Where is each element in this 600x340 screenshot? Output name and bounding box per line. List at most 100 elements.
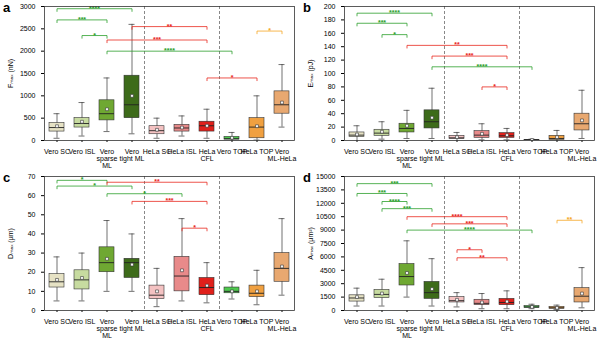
svg-text:VerosparseML: VerosparseML: [96, 148, 117, 169]
svg-text:500: 500: [24, 114, 36, 121]
svg-text:**: **: [479, 254, 485, 261]
svg-text:Eₘₐₓ (pJ): Eₘₐₓ (pJ): [307, 60, 315, 88]
svg-text:Vero SC: Vero SC: [44, 318, 70, 325]
svg-text:****: ****: [389, 9, 400, 16]
svg-text:160: 160: [324, 30, 336, 37]
svg-text:0: 0: [332, 307, 336, 314]
svg-text:40: 40: [28, 230, 36, 237]
svg-text:***: ***: [78, 16, 86, 23]
svg-text:180: 180: [324, 16, 336, 23]
svg-text:10: 10: [28, 288, 36, 295]
svg-text:*: *: [268, 27, 271, 34]
svg-text:VerosparseML: VerosparseML: [96, 318, 117, 339]
svg-text:Vero ISL: Vero ISL: [69, 318, 96, 325]
svg-text:**: **: [167, 23, 173, 30]
svg-text:80: 80: [328, 83, 336, 90]
svg-text:****: ****: [452, 213, 463, 220]
svg-text:*: *: [81, 176, 84, 183]
svg-text:***: ***: [378, 19, 386, 26]
svg-text:40: 40: [328, 110, 336, 117]
svg-text:****: ****: [164, 47, 175, 54]
svg-text:***: ***: [465, 52, 473, 59]
svg-text:VeroML-HeLa: VeroML-HeLa: [568, 148, 597, 162]
svg-text:30: 30: [28, 249, 36, 256]
svg-text:**: **: [154, 178, 160, 185]
svg-text:****: ****: [89, 5, 100, 12]
svg-text:*: *: [93, 32, 96, 39]
svg-text:HeLa ISL: HeLa ISL: [167, 318, 196, 325]
svg-text:**: **: [454, 41, 460, 48]
svg-text:***: ***: [465, 220, 473, 227]
svg-text:****: ****: [389, 198, 400, 205]
svg-text:VerosparseML: VerosparseML: [396, 318, 417, 339]
svg-text:Vero ISL: Vero ISL: [69, 148, 96, 155]
svg-text:Vero ISL: Vero ISL: [369, 318, 396, 325]
svg-text:HeLa TOP: HeLa TOP: [241, 148, 274, 155]
svg-text:Vero SC: Vero SC: [344, 318, 370, 325]
svg-text:9000: 9000: [320, 226, 336, 233]
svg-text:13500: 13500: [316, 186, 336, 193]
svg-text:HeLa ISL: HeLa ISL: [167, 148, 196, 155]
svg-text:*: *: [468, 246, 471, 253]
svg-text:VeroML-HeLa: VeroML-HeLa: [568, 318, 597, 332]
svg-text:HeLa TOP: HeLa TOP: [541, 148, 574, 155]
svg-text:120: 120: [324, 56, 336, 63]
svg-text:60: 60: [328, 97, 336, 104]
svg-text:70: 70: [28, 173, 36, 180]
svg-text:Aₘₐₓ (µm²): Aₘₐₓ (µm²): [307, 227, 315, 260]
svg-text:***: ***: [153, 36, 161, 43]
svg-text:200: 200: [324, 3, 336, 10]
svg-text:0: 0: [32, 137, 36, 144]
svg-text:*: *: [193, 224, 196, 231]
svg-text:Verotight ML: Verotight ML: [120, 318, 145, 333]
svg-text:Verotight ML: Verotight ML: [420, 318, 445, 333]
svg-text:7500: 7500: [320, 240, 336, 247]
svg-text:1500: 1500: [320, 293, 336, 300]
svg-text:15000: 15000: [316, 173, 336, 180]
svg-text:0: 0: [32, 307, 36, 314]
svg-text:60: 60: [28, 192, 36, 199]
svg-text:***: ***: [390, 180, 398, 187]
svg-text:Fₘₐₓ (nN): Fₘₐₓ (nN): [7, 59, 15, 88]
svg-text:***: ***: [165, 197, 173, 204]
svg-text:6000: 6000: [320, 253, 336, 260]
svg-text:HeLa TOP: HeLa TOP: [241, 318, 274, 325]
svg-text:*: *: [93, 182, 96, 189]
svg-text:3000: 3000: [20, 3, 36, 10]
svg-text:***: ***: [403, 205, 411, 212]
svg-text:HeLa ISL: HeLa ISL: [467, 148, 496, 155]
svg-text:Vero ISL: Vero ISL: [369, 148, 396, 155]
svg-text:*: *: [143, 190, 146, 197]
svg-text:1500: 1500: [20, 70, 36, 77]
svg-text:20: 20: [328, 123, 336, 130]
svg-text:****: ****: [477, 63, 488, 70]
svg-text:VerosparseML: VerosparseML: [396, 148, 417, 169]
svg-text:2000: 2000: [20, 47, 36, 54]
svg-text:Vero SC: Vero SC: [344, 148, 370, 155]
svg-text:HeLaCFL: HeLaCFL: [199, 148, 216, 162]
svg-text:HeLaCFL: HeLaCFL: [499, 148, 516, 162]
svg-text:**: **: [567, 216, 573, 223]
svg-text:****: ****: [464, 226, 475, 233]
svg-text:3000: 3000: [320, 280, 336, 287]
svg-text:140: 140: [324, 43, 336, 50]
svg-text:12000: 12000: [316, 200, 336, 207]
svg-text:VeroML-HeLa: VeroML-HeLa: [268, 318, 297, 332]
svg-text:*: *: [231, 74, 234, 81]
svg-text:Verotight ML: Verotight ML: [120, 148, 145, 163]
svg-text:4500: 4500: [320, 267, 336, 274]
svg-text:20: 20: [28, 268, 36, 275]
svg-text:HeLaCFL: HeLaCFL: [499, 318, 516, 332]
svg-text:100: 100: [324, 70, 336, 77]
svg-text:1000: 1000: [20, 92, 36, 99]
svg-text:VeroML-HeLa: VeroML-HeLa: [268, 148, 297, 162]
svg-text:HeLa TOP: HeLa TOP: [541, 318, 574, 325]
svg-text:Verotight ML: Verotight ML: [420, 148, 445, 163]
svg-text:***: ***: [378, 189, 386, 196]
svg-text:*: *: [393, 31, 396, 38]
svg-text:*: *: [493, 83, 496, 90]
svg-text:0: 0: [332, 137, 336, 144]
svg-text:HeLa ISL: HeLa ISL: [467, 318, 496, 325]
svg-text:Vero SC: Vero SC: [44, 148, 70, 155]
svg-text:2500: 2500: [20, 25, 36, 32]
